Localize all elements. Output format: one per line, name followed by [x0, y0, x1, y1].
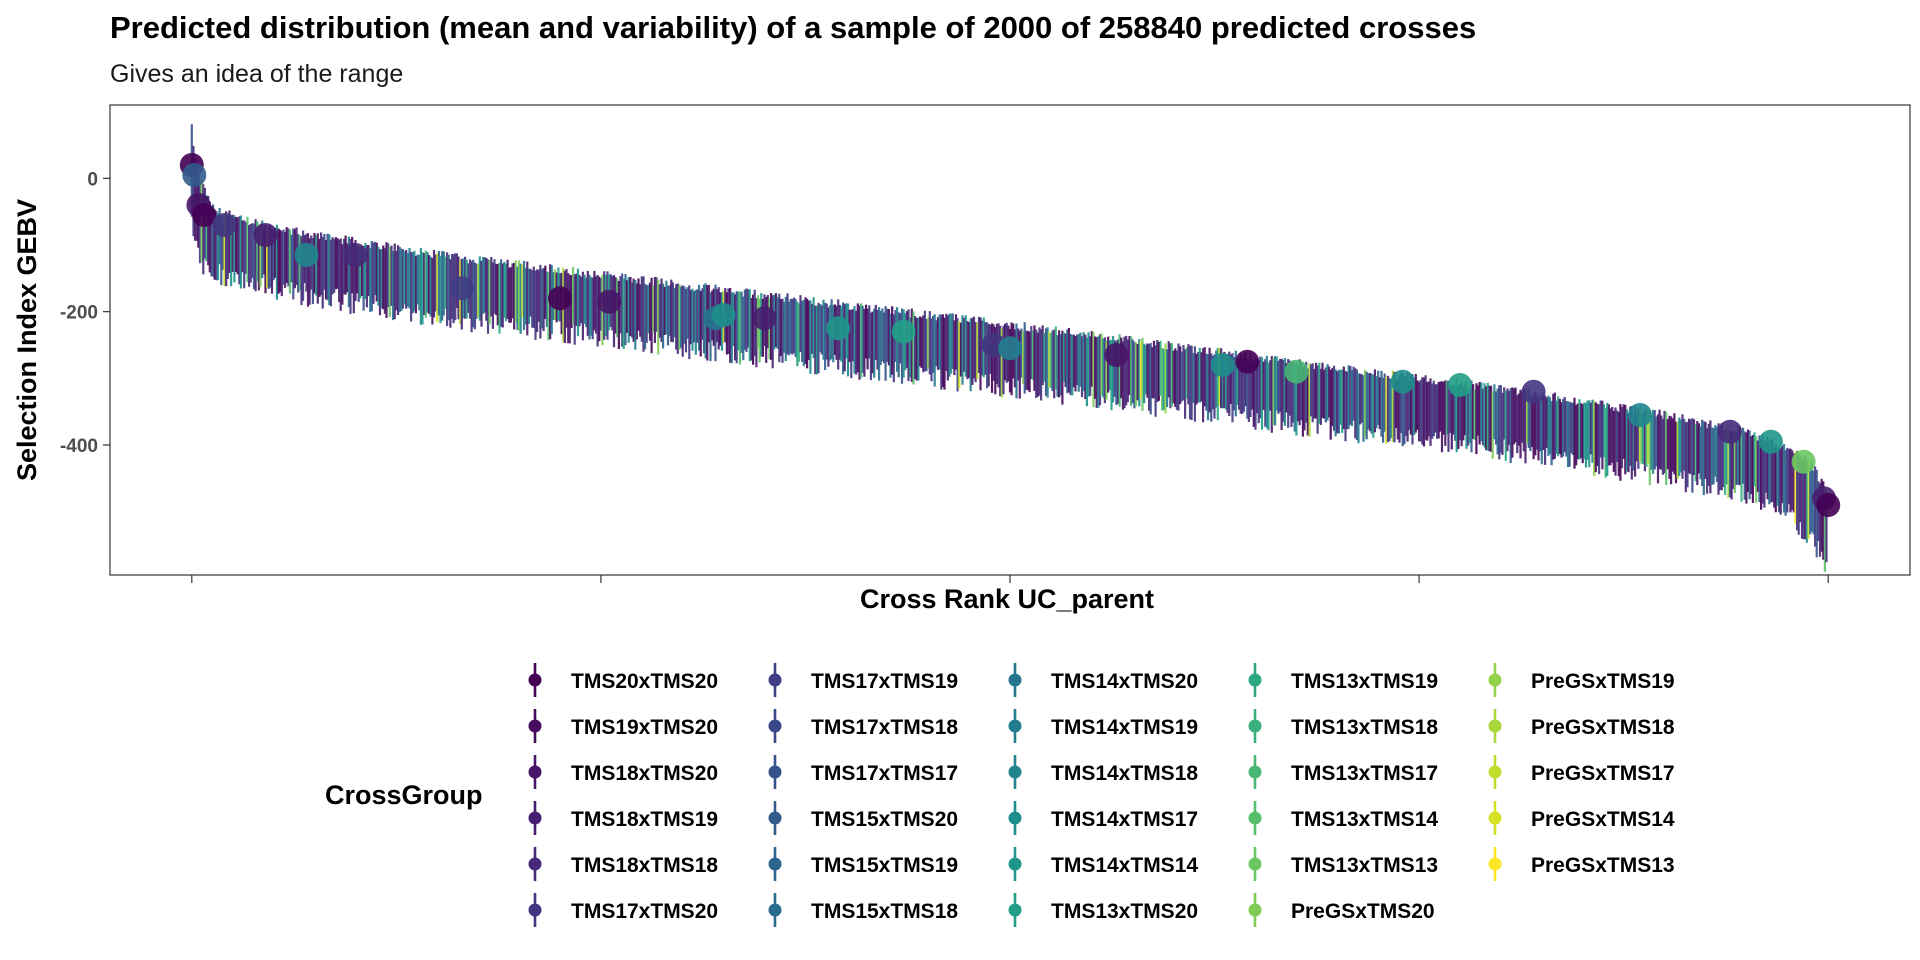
legend-key	[1008, 663, 1022, 697]
legend-label: TMS15xTMS18	[811, 900, 958, 923]
mean-point	[1816, 493, 1841, 517]
legend-key	[1248, 755, 1262, 789]
legend-label: TMS17xTMS20	[571, 900, 718, 923]
legend-label: PreGSxTMS14	[1531, 808, 1675, 831]
mean-point	[752, 306, 777, 331]
legend-key	[528, 709, 542, 743]
legend-label: PreGSxTMS17	[1531, 762, 1675, 785]
chart-title: Predicted distribution (mean and variabi…	[110, 10, 1476, 45]
mean-point	[253, 223, 278, 247]
legend-label: TMS14xTMS20	[1051, 670, 1198, 693]
legend-label: TMS18xTMS18	[571, 854, 718, 877]
mean-point	[1448, 373, 1472, 397]
plot-area	[179, 124, 1841, 572]
legend-key	[1488, 755, 1502, 789]
legend-key	[1488, 801, 1502, 835]
mean-point	[1791, 449, 1816, 474]
mean-point	[1758, 429, 1783, 454]
mean-point	[212, 213, 237, 237]
legend-key	[768, 755, 782, 789]
legend-label: TMS13xTMS20	[1051, 900, 1198, 923]
legend-key	[1008, 709, 1022, 743]
chart-subtitle: Gives an idea of the range	[110, 60, 403, 88]
legend-label: TMS14xTMS18	[1051, 762, 1198, 785]
mean-point	[1284, 359, 1309, 384]
legend-key	[768, 663, 782, 697]
legend-label: TMS17xTMS18	[811, 716, 958, 739]
mean-point	[1628, 403, 1652, 427]
legend-label: TMS15xTMS19	[811, 854, 958, 877]
legend-key	[1248, 709, 1262, 743]
mean-point	[192, 203, 217, 227]
legend-label: TMS13xTMS17	[1291, 762, 1438, 785]
legend-label: TMS19xTMS20	[571, 716, 718, 739]
mean-point	[1521, 379, 1546, 404]
legend-key	[528, 847, 542, 881]
legend-label: TMS14xTMS19	[1051, 716, 1198, 739]
legend-label: TMS18xTMS19	[571, 808, 718, 831]
legend-key	[1008, 801, 1022, 835]
legend-label: TMS13xTMS18	[1291, 716, 1438, 739]
legend-label: TMS14xTMS14	[1051, 854, 1198, 877]
legend-key	[768, 709, 782, 743]
legend-label: PreGSxTMS19	[1531, 670, 1675, 693]
legend-key	[768, 847, 782, 881]
legend-key	[1248, 663, 1262, 697]
legend-key	[1008, 847, 1022, 881]
legend-label: TMS14xTMS17	[1051, 808, 1198, 831]
y-axis-title: Selection Index GEBV	[12, 199, 42, 481]
mean-point	[343, 243, 368, 267]
legend-key	[768, 801, 782, 835]
legend-key	[528, 801, 542, 835]
x-axis-title: Cross Rank UC_parent	[860, 584, 1154, 614]
mean-point	[548, 286, 572, 311]
legend-label: TMS18xTMS20	[571, 762, 718, 785]
legend-key	[1008, 893, 1022, 927]
mean-point	[449, 276, 474, 301]
legend-label: PreGSxTMS13	[1531, 854, 1675, 877]
mean-point	[826, 316, 851, 341]
mean-point	[891, 319, 916, 344]
legend-key	[528, 755, 542, 789]
legend-key	[528, 663, 542, 697]
mean-point	[1210, 353, 1235, 377]
y-tick-label: -400	[60, 436, 98, 457]
legend-key	[528, 893, 542, 927]
mean-point	[998, 336, 1022, 361]
legend-key	[1008, 755, 1022, 789]
mean-point	[1104, 343, 1129, 367]
y-axis: 0 -200 -400	[60, 169, 110, 457]
legend-label: TMS15xTMS20	[811, 808, 958, 831]
legend-label: TMS20xTMS20	[571, 670, 718, 693]
y-tick-label: -200	[60, 303, 98, 324]
y-tick-label: 0	[87, 169, 98, 190]
legend-label: TMS13xTMS14	[1291, 808, 1438, 831]
legend-key	[1248, 893, 1262, 927]
mean-point	[1718, 419, 1742, 444]
legend-key	[1248, 801, 1262, 835]
legend-key	[768, 893, 782, 927]
legend-label: TMS13xTMS19	[1291, 670, 1438, 693]
legend-title: CrossGroup	[325, 780, 483, 810]
mean-point	[182, 163, 207, 187]
mean-point	[711, 303, 736, 327]
mean-point	[1235, 349, 1260, 374]
mean-point	[597, 289, 622, 314]
legend-label: PreGSxTMS18	[1531, 716, 1675, 739]
legend-label: PreGSxTMS20	[1291, 900, 1435, 923]
mean-point	[294, 243, 319, 267]
legend-label: TMS13xTMS13	[1291, 854, 1438, 877]
legend-key	[1488, 847, 1502, 881]
x-axis	[191, 575, 1829, 583]
legend-label: TMS17xTMS19	[811, 670, 958, 693]
legend: TMS20xTMS20 TMS19xTMS20 TMS18xTMS20 TMS18xT…	[528, 663, 1675, 927]
legend-label: TMS17xTMS17	[811, 762, 958, 785]
mean-point	[1390, 369, 1415, 394]
legend-key	[1488, 709, 1502, 743]
legend-key	[1488, 663, 1502, 697]
legend-key	[1248, 847, 1262, 881]
